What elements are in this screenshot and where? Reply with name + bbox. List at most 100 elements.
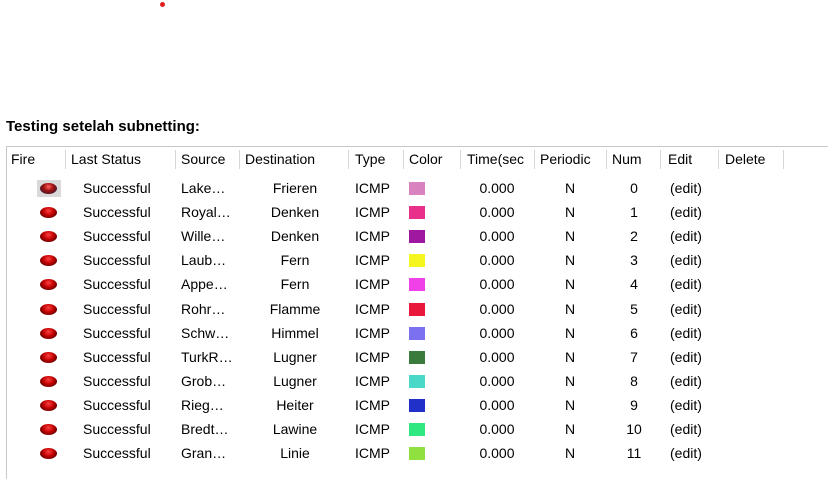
column-header-destination[interactable]: Destination <box>245 151 316 167</box>
delete-cell[interactable] <box>725 345 783 369</box>
destination-cell: Heiter <box>276 396 314 413</box>
last-status-cell: Successful <box>83 324 151 341</box>
last-status-cell: Successful <box>83 276 151 293</box>
table-row[interactable]: Successful Royal… Denken ICMP 0.000 N 1 (edit) <box>7 200 828 224</box>
time-cell: 0.000 <box>479 180 515 196</box>
table-row[interactable]: Successful Appe… Fern ICMP 0.000 N 4 (edit) <box>7 272 828 296</box>
type-cell: ICMP <box>355 204 390 221</box>
column-header-periodic[interactable]: Periodic <box>540 151 591 167</box>
delete-cell[interactable] <box>725 417 783 441</box>
delete-cell[interactable] <box>725 297 783 321</box>
delete-cell[interactable] <box>725 224 783 248</box>
column-header-source[interactable]: Source <box>181 151 226 167</box>
periodic-cell: N <box>564 228 576 245</box>
table-row[interactable]: Successful Schw… Himmel ICMP 0.000 N 6 (edit) <box>7 321 828 345</box>
table-row[interactable]: Successful TurkR… Lugner ICMP 0.000 N 7 (edit) <box>7 345 828 369</box>
delete-cell[interactable] <box>725 248 783 272</box>
fire-button[interactable] <box>37 301 61 318</box>
fire-status-icon <box>40 375 57 387</box>
type-cell: ICMP <box>355 228 390 245</box>
fire-button[interactable] <box>37 349 61 366</box>
source-cell: Royal… <box>181 204 231 221</box>
fire-button[interactable] <box>37 373 61 390</box>
delete-cell[interactable] <box>725 321 783 345</box>
fire-button[interactable] <box>37 445 61 462</box>
column-divider[interactable] <box>534 150 535 169</box>
delete-cell[interactable] <box>725 441 783 465</box>
column-divider[interactable] <box>460 150 461 169</box>
source-cell: Grob… <box>181 372 227 389</box>
column-divider[interactable] <box>65 150 66 169</box>
edit-link[interactable]: (edit) <box>670 204 702 221</box>
periodic-cell: N <box>564 445 576 462</box>
column-header-fire[interactable]: Fire <box>11 151 36 167</box>
table-row[interactable]: Successful Laub… Fern ICMP 0.000 N 3 (edit) <box>7 248 828 272</box>
table-row[interactable]: Successful Bredt… Lawine ICMP 0.000 N 10 (edit) <box>7 417 828 441</box>
delete-cell[interactable] <box>725 393 783 417</box>
table-row[interactable]: Successful Grob… Lugner ICMP 0.000 N 8 (edit) <box>7 369 828 393</box>
destination-cell: Frieren <box>272 180 318 196</box>
num-cell: 1 <box>630 204 638 221</box>
destination-cell: Linie <box>280 445 310 462</box>
table-row[interactable]: Successful Rohr… Flamme ICMP 0.000 N 5 (edit) <box>7 297 828 321</box>
fire-button[interactable] <box>37 397 61 414</box>
fire-button[interactable] <box>37 276 61 293</box>
column-header-delete[interactable]: Delete <box>725 151 766 167</box>
edit-link[interactable]: (edit) <box>670 276 702 293</box>
delete-cell[interactable] <box>725 369 783 393</box>
edit-link[interactable]: (edit) <box>670 324 702 341</box>
fire-button[interactable] <box>37 228 61 245</box>
column-divider[interactable] <box>348 150 349 169</box>
edit-link[interactable]: (edit) <box>670 180 702 196</box>
num-cell: 7 <box>630 348 638 365</box>
column-header-time[interactable]: Time(sec <box>467 151 525 167</box>
periodic-cell: N <box>564 180 576 196</box>
color-swatch <box>409 182 425 195</box>
edit-link[interactable]: (edit) <box>670 421 702 437</box>
table-row[interactable]: Successful Wille… Denken ICMP 0.000 N 2 (edit) <box>7 224 828 248</box>
edit-link[interactable]: (edit) <box>670 300 702 317</box>
edit-link[interactable]: (edit) <box>670 445 702 462</box>
num-cell: 10 <box>626 421 642 437</box>
column-divider[interactable] <box>606 150 607 169</box>
column-divider[interactable] <box>660 150 661 169</box>
column-header-color[interactable]: Color <box>409 151 443 167</box>
edit-link[interactable]: (edit) <box>670 396 702 413</box>
edit-link[interactable]: (edit) <box>670 348 702 365</box>
periodic-cell: N <box>564 348 576 365</box>
table-row[interactable]: Successful Lake… Frieren ICMP 0.000 N 0 (edit) <box>7 176 828 200</box>
type-cell: ICMP <box>355 348 390 365</box>
fire-button[interactable] <box>37 325 61 342</box>
column-divider[interactable] <box>403 150 404 169</box>
fire-status-icon <box>40 399 57 411</box>
delete-cell[interactable] <box>725 176 783 200</box>
table-row[interactable]: Successful Rieg… Heiter ICMP 0.000 N 9 (edit) <box>7 393 828 417</box>
table-row[interactable]: Successful Gran… Linie ICMP 0.000 N 11 (edit) <box>7 441 828 465</box>
delete-cell[interactable] <box>725 272 783 296</box>
edit-link[interactable]: (edit) <box>670 252 702 269</box>
delete-cell[interactable] <box>725 200 783 224</box>
fire-button[interactable] <box>37 252 61 269</box>
column-header-edit[interactable]: Edit <box>668 151 693 167</box>
color-swatch <box>409 447 425 461</box>
periodic-cell: N <box>564 300 576 317</box>
column-divider[interactable] <box>783 150 784 169</box>
last-status-cell: Successful <box>83 204 151 221</box>
periodic-cell: N <box>564 396 576 413</box>
column-header-last-status[interactable]: Last Status <box>71 151 142 167</box>
periodic-cell: N <box>564 421 576 437</box>
column-divider[interactable] <box>718 150 719 169</box>
fire-button[interactable] <box>37 421 61 438</box>
type-cell: ICMP <box>355 276 390 293</box>
destination-cell: Denken <box>270 228 320 245</box>
red-dot-marker <box>160 2 165 7</box>
column-header-type[interactable]: Type <box>355 151 386 167</box>
fire-button[interactable] <box>37 204 61 221</box>
last-status-cell: Successful <box>83 445 151 462</box>
column-divider[interactable] <box>175 150 176 169</box>
column-header-num[interactable]: Num <box>612 151 642 167</box>
edit-link[interactable]: (edit) <box>670 372 702 389</box>
column-divider[interactable] <box>239 150 240 169</box>
edit-link[interactable]: (edit) <box>670 228 702 245</box>
fire-button[interactable] <box>37 180 61 197</box>
